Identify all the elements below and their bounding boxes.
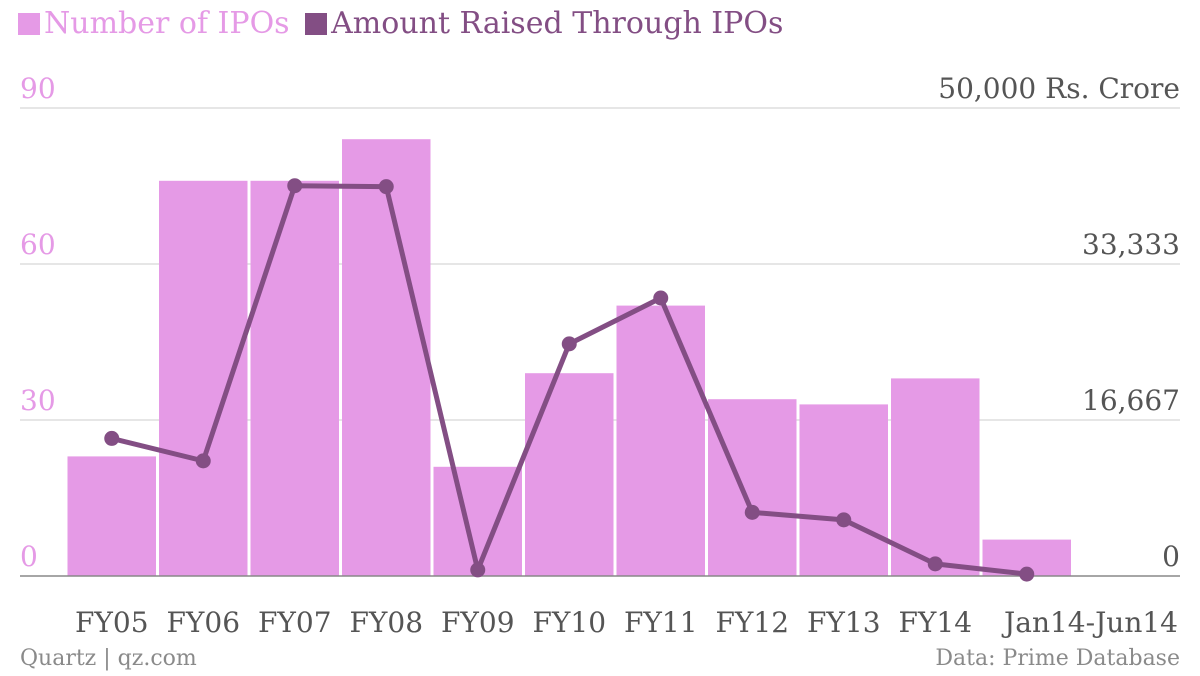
point-fy05 <box>104 430 120 446</box>
x-tick: FY09 <box>441 606 515 639</box>
legend-item-ipo-count: Number of IPOs <box>18 4 290 44</box>
x-tick: FY13 <box>807 606 881 639</box>
x-tick: FY12 <box>715 606 789 639</box>
x-tick: FY11 <box>624 606 698 639</box>
x-tick: FY14 <box>898 606 972 639</box>
footer-source: Data: Prime Database <box>935 646 1180 671</box>
bar-fy06 <box>159 180 248 577</box>
point-fy08 <box>378 179 394 195</box>
point-fy06 <box>195 453 211 469</box>
bar-fy13 <box>799 404 888 576</box>
legend-swatch-ipo-count <box>18 13 40 35</box>
x-tick: FY05 <box>75 606 149 639</box>
bar-fy11 <box>616 305 705 576</box>
point-fy12 <box>744 504 760 520</box>
y-left-tick: 30 <box>20 384 56 417</box>
y-right-tick: 33,333 <box>1082 228 1180 261</box>
bar-fy05 <box>67 456 156 576</box>
bar-fy08 <box>342 139 431 576</box>
legend-label-ipo-count: Number of IPOs <box>44 6 290 41</box>
bar-fy10 <box>525 373 614 576</box>
chart-legend: Number of IPOs Amount Raised Through IPO… <box>18 4 789 44</box>
point-fy13 <box>836 512 852 528</box>
y-right-tick: 50,000 Rs. Crore <box>938 72 1180 105</box>
legend-item-amount-raised: Amount Raised Through IPOs <box>305 4 783 44</box>
bar-fy09 <box>433 466 522 576</box>
legend-swatch-amount-raised <box>305 13 328 35</box>
point-fy14 <box>927 556 943 572</box>
x-tick: FY06 <box>166 606 240 639</box>
point-fy10 <box>561 336 577 352</box>
bar-fy14 <box>891 378 980 576</box>
footer-credit: Quartz | qz.com <box>20 646 197 671</box>
x-tick: FY10 <box>532 606 606 639</box>
x-tick: FY08 <box>349 606 423 639</box>
x-tick: Jan14-Jun14 <box>1001 606 1178 639</box>
y-left-tick: 60 <box>20 228 56 261</box>
y-right-tick: 16,667 <box>1082 384 1180 417</box>
bar-fy12 <box>708 399 797 576</box>
legend-label-amount-raised: Amount Raised Through IPOs <box>331 6 784 41</box>
x-tick: FY07 <box>258 606 332 639</box>
bar-fy07 <box>250 180 339 577</box>
point-jan14-jun14 <box>1019 566 1035 582</box>
y-right-tick: 0 <box>1162 540 1180 573</box>
point-fy11 <box>653 290 669 306</box>
y-left-tick: 90 <box>20 72 56 105</box>
y-left-tick: 0 <box>20 540 38 573</box>
point-fy09 <box>470 562 486 578</box>
point-fy07 <box>287 178 303 194</box>
